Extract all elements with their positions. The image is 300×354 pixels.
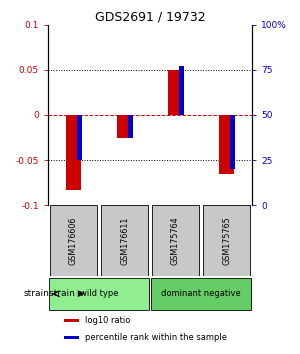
Text: GSM176611: GSM176611 <box>120 216 129 265</box>
Text: wild type: wild type <box>80 289 118 298</box>
Bar <box>179 66 184 115</box>
Bar <box>101 205 148 276</box>
Text: GSM175764: GSM175764 <box>171 216 180 265</box>
Bar <box>49 278 149 310</box>
Bar <box>151 278 251 310</box>
Bar <box>117 115 132 137</box>
Bar <box>128 115 134 138</box>
Text: percentile rank within the sample: percentile rank within the sample <box>85 333 227 342</box>
Bar <box>50 205 97 276</box>
Bar <box>64 319 79 321</box>
Bar <box>203 205 250 276</box>
Text: strain ▶: strain ▶ <box>49 289 84 298</box>
Text: strain: strain <box>23 289 49 298</box>
Text: GSM175765: GSM175765 <box>222 216 231 265</box>
Bar <box>230 115 236 169</box>
Bar <box>64 336 79 338</box>
Bar <box>168 70 183 115</box>
Text: dominant negative: dominant negative <box>161 289 241 298</box>
Text: GSM176606: GSM176606 <box>69 216 78 265</box>
Text: log10 ratio: log10 ratio <box>85 316 130 325</box>
Bar <box>66 115 81 190</box>
Bar <box>219 115 234 173</box>
Bar <box>152 205 199 276</box>
Bar <box>77 115 83 160</box>
Title: GDS2691 / 19732: GDS2691 / 19732 <box>95 11 205 24</box>
